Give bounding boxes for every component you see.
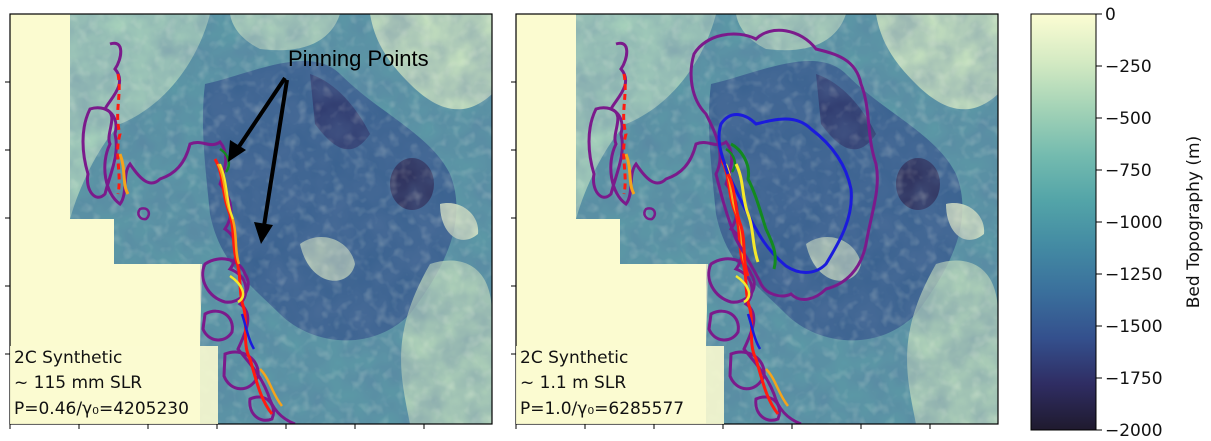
colorbar: 0 −250 −500 −750 −1000 −1250 −1500 −1750 −2000 B… <box>1030 5 1204 441</box>
right-label-scenario: 2C Synthetic <box>520 348 628 368</box>
arrowhead-upper <box>228 140 246 162</box>
arrow-upper <box>236 76 287 150</box>
right-axes-frame <box>515 13 999 425</box>
colorbar-tick-label: −1000 <box>1105 213 1163 233</box>
pinning-points-label: Pinning Points <box>288 46 429 71</box>
colorbar-tick-label: −1250 <box>1105 265 1163 285</box>
right-panel <box>516 14 998 424</box>
left-label-box: 2C Synthetic ~ 115 mm SLR P=0.46/γ₀=4205… <box>10 346 218 424</box>
arrowhead-lower <box>254 222 273 244</box>
arrow-lower <box>262 79 289 227</box>
colorbar-ticks: 0 −250 −500 −750 −1000 −1250 −1500 −1750 −2000 <box>1096 5 1163 441</box>
pinning-points-annotation: Pinning Points <box>228 46 429 244</box>
right-label-box: 2C Synthetic ~ 1.1 m SLR P=1.0/γ₀=628557… <box>516 346 724 424</box>
right-outline-green <box>730 142 777 270</box>
colorbar-tick-label: −750 <box>1105 161 1152 181</box>
right-outline-purple-large <box>689 28 879 301</box>
left-axes-frame <box>9 13 493 425</box>
colorbar-label: Bed Topography (m) <box>1184 136 1204 308</box>
right-outline-yellow <box>734 163 760 263</box>
right-outline-red <box>726 173 750 277</box>
right-heatmap <box>516 14 998 424</box>
colorbar-tick-label: −1750 <box>1105 369 1163 389</box>
right-outline-blue <box>717 113 853 274</box>
colorbar-bar <box>1030 13 1097 431</box>
colorbar-tick-label: 0 <box>1105 5 1116 25</box>
colorbar-tick-label: −250 <box>1105 57 1152 77</box>
left-label-slr: ~ 115 mm SLR <box>14 373 142 393</box>
left-ticks <box>5 81 425 429</box>
right-ticks <box>511 81 931 429</box>
right-label-slr: ~ 1.1 m SLR <box>520 373 626 393</box>
colorbar-tick-label: −2000 <box>1105 421 1163 441</box>
right-label-params: P=1.0/γ₀=6285577 <box>520 399 684 419</box>
left-label-scenario: 2C Synthetic <box>14 348 122 368</box>
colorbar-tick-label: −500 <box>1105 109 1152 129</box>
left-label-params: P=0.46/γ₀=4205230 <box>14 399 189 419</box>
colorbar-tick-label: −1500 <box>1105 317 1163 337</box>
